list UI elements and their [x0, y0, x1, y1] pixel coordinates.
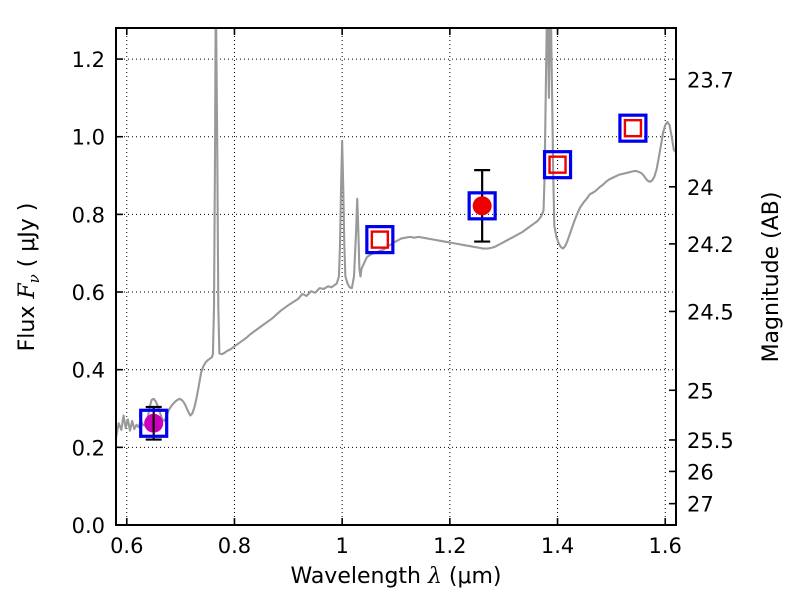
- y2-axis-title: Magnitude (AB): [759, 192, 784, 363]
- y-axis-title-subscript: ν: [25, 274, 43, 283]
- y2-axis-title-text: Magnitude (AB): [759, 192, 784, 363]
- marker-square-outer: [618, 113, 648, 143]
- x-tick-label-1: 0.8: [218, 534, 251, 558]
- x-tick-label-5: 1.6: [649, 534, 682, 558]
- marker-square-inner: [623, 118, 643, 138]
- y-axis-title-prefix: Flux: [15, 299, 40, 352]
- axes-spines: [115, 27, 677, 526]
- x-tick-label-0: 0.6: [110, 534, 143, 558]
- y-axis-title: Flux Fν ( μJy ): [15, 203, 43, 352]
- axes-frame: [115, 27, 677, 526]
- y2-tick-label-2: 24.2: [687, 233, 734, 257]
- svg-text:Flux Fν ( μJy ): Flux Fν ( μJy ): [15, 203, 43, 352]
- tick-label-layer: 0.6 0.8 1 1.2 1.4 1.6 0.0 0.2 0.4 0.6 0.8 1.0 1.2 23.…: [72, 48, 734, 558]
- y-tick-label-2: 0.4: [72, 359, 105, 383]
- y2-tick-label-5: 25.5: [687, 429, 734, 453]
- marker-circle-filled: [472, 196, 492, 216]
- y2-tick-label-6: 26: [687, 460, 714, 484]
- point-1.07um: [365, 225, 395, 255]
- marker-square-outer: [467, 191, 497, 221]
- x-axis-title-units: (μm): [442, 564, 502, 589]
- y-axis-title-units: ( μJy ): [15, 203, 40, 275]
- y2-tick-label-7: 27: [687, 493, 714, 517]
- y2-tick-label-0: 23.7: [687, 68, 734, 92]
- marker-square-inner: [370, 230, 390, 249]
- point-1.26um: [467, 169, 497, 243]
- marker-square-inner: [548, 155, 567, 174]
- marker-square-outer: [365, 225, 395, 255]
- marker-square-outer: [542, 150, 573, 180]
- x-axis-title-prefix: Wavelength: [290, 564, 428, 589]
- point-1.40um: [542, 150, 573, 180]
- point-1.54um: [618, 113, 648, 143]
- photometry-layer: [139, 113, 648, 441]
- x-tick-label-2: 1: [335, 534, 348, 558]
- y2-tick-label-3: 24.5: [687, 300, 734, 324]
- y-tick-label-5: 1.0: [72, 126, 105, 150]
- y-tick-label-1: 0.2: [72, 436, 105, 460]
- x-tick-label-3: 1.2: [433, 534, 466, 558]
- y2-tick-label-4: 25: [687, 379, 714, 403]
- tick-layer: [116, 28, 676, 526]
- y-tick-label-3: 0.6: [72, 281, 105, 305]
- marker-square-outer: [139, 408, 169, 438]
- x-tick-label-4: 1.4: [541, 534, 574, 558]
- x-axis-title-symbol: λ: [427, 564, 442, 589]
- grid-layer: [116, 28, 676, 525]
- y-tick-label-4: 0.8: [72, 203, 105, 227]
- y-tick-label-6: 1.2: [72, 48, 105, 72]
- y-tick-label-0: 0.0: [72, 514, 105, 538]
- y-axis-title-symbol: F: [15, 283, 40, 300]
- y2-tick-label-1: 24: [687, 176, 714, 200]
- svg-text:Wavelength λ (μm): Wavelength λ (μm): [290, 564, 501, 589]
- x-axis-title: Wavelength λ (μm): [290, 564, 501, 589]
- spectrum-curve: [116, 28, 676, 439]
- spectrum-layer: [116, 28, 676, 439]
